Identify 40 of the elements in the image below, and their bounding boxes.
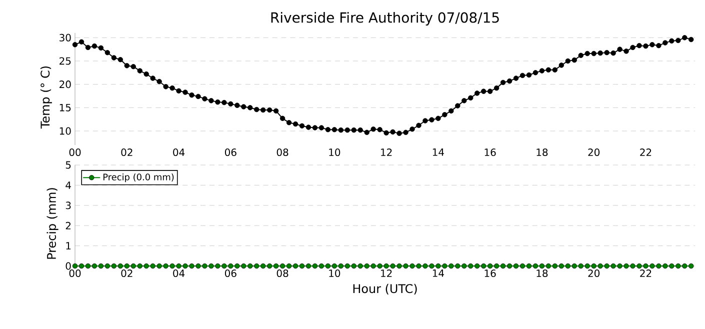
y-tick-label: 5 (66, 161, 71, 169)
x-tick-label: 22 (640, 148, 652, 156)
y-tick-label: 30 (60, 34, 71, 42)
x-tick-label: 00 (69, 148, 81, 156)
x-tick-label: 20 (588, 270, 600, 278)
x-tick-label: 02 (121, 270, 132, 278)
x-tick-label: 10 (329, 148, 340, 156)
y-axis-title: Temp (° C) (40, 66, 52, 129)
y-tick-label: 1 (66, 242, 71, 250)
x-tick-label: 06 (224, 270, 236, 278)
x-tick-label: 04 (173, 270, 185, 278)
x-tick-label: 04 (173, 148, 185, 156)
x-tick-label: 22 (640, 270, 652, 277)
x-tick-label: 08 (276, 270, 288, 278)
x-tick-label: 00 (69, 270, 81, 278)
x-tick-label: 08 (276, 148, 288, 156)
legend-label: Precip (0.0 mm) (103, 173, 174, 182)
y-tick-label: 25 (60, 57, 71, 65)
x-tick-label: 12 (381, 270, 392, 277)
chart-title: Riverside Fire Authority 07/08/15 (271, 12, 499, 26)
y-tick-label: 10 (60, 127, 71, 135)
x-tick-label: 16 (484, 148, 496, 156)
x-tick-label: 14 (432, 270, 444, 277)
x-axis-title: Hour (UTC) (353, 284, 417, 295)
y-axis-title: Precip (mm) (46, 188, 58, 259)
x-tick-label: 06 (224, 148, 236, 156)
y-tick-label: 3 (66, 202, 71, 210)
x-tick-label: 10 (329, 270, 340, 278)
x-tick-label: 16 (484, 270, 496, 278)
x-tick-label: 18 (536, 270, 548, 278)
x-tick-label: 20 (588, 148, 600, 156)
x-tick-label: 18 (536, 148, 548, 156)
x-tick-label: 02 (121, 148, 132, 156)
x-tick-label: 12 (381, 148, 392, 156)
y-tick-label: 20 (60, 80, 71, 88)
y-tick-label: 2 (66, 222, 70, 230)
y-tick-label: 4 (66, 182, 71, 189)
y-tick-label: 15 (60, 104, 71, 112)
y-tick-label: 0 (66, 262, 71, 270)
x-tick-label: 14 (432, 148, 444, 156)
